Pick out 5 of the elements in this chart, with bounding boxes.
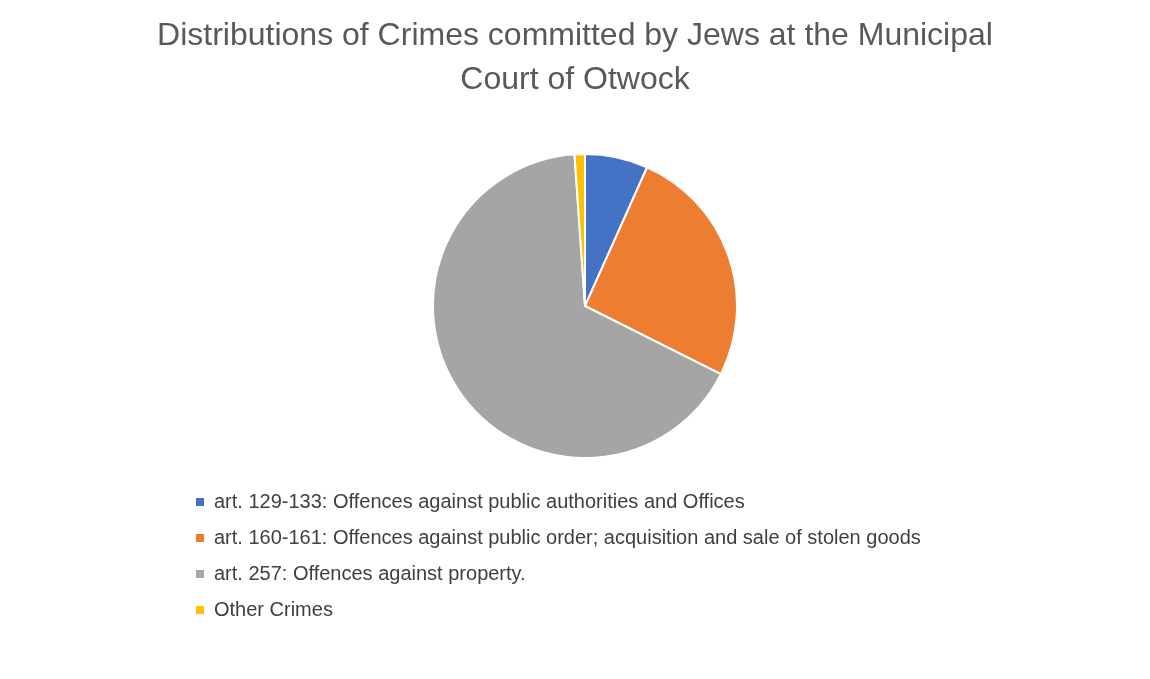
- legend-label: art. 160-161: Offences against public order; acquisition and sale of stolen goods: [214, 526, 921, 548]
- legend-label: art. 129-133: Offences against public authorities and Offices: [214, 490, 745, 512]
- legend-label: Other Crimes: [214, 598, 333, 620]
- chart-title: Distributions of Crimes committed by Jews at the Municipal Court of Otwock: [157, 16, 993, 96]
- legend-label: art. 257: Offences against property.: [214, 562, 526, 584]
